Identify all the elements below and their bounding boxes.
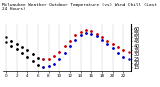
Text: Milwaukee Weather Outdoor Temperature (vs) Wind Chill (Last 24 Hours): Milwaukee Weather Outdoor Temperature (v…	[2, 3, 156, 11]
